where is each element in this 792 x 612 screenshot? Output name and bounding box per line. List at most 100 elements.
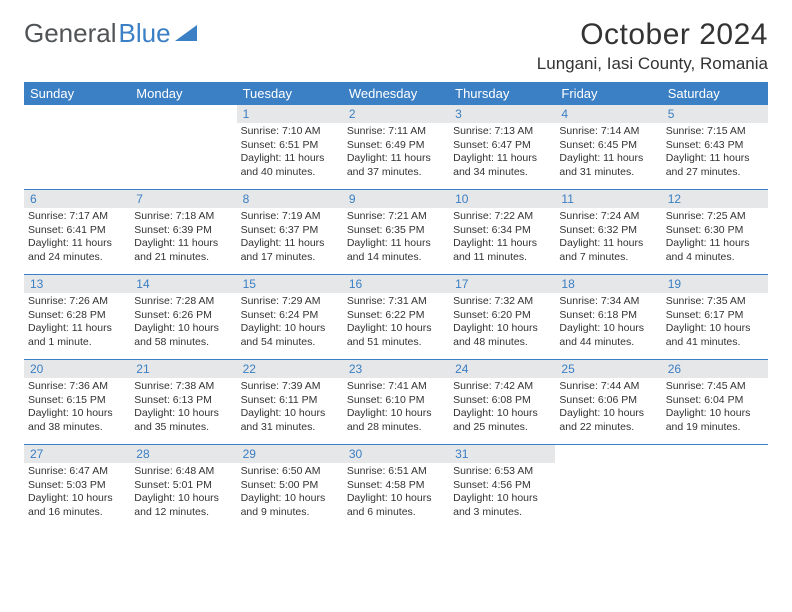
daylight-text: Daylight: 11 hours and 24 minutes. [28,237,126,264]
cell-date-number: 28 [130,445,236,463]
sunrise-text: Sunrise: 7:15 AM [666,125,764,139]
cell-body: Sunrise: 7:36 AMSunset: 6:15 PMDaylight:… [24,378,130,439]
calendar-cell: 21Sunrise: 7:38 AMSunset: 6:13 PMDayligh… [130,360,236,444]
cell-body: Sunrise: 6:51 AMSunset: 4:58 PMDaylight:… [343,463,449,524]
sunrise-text: Sunrise: 7:31 AM [347,295,445,309]
sunrise-text: Sunrise: 7:11 AM [347,125,445,139]
cell-body: Sunrise: 7:26 AMSunset: 6:28 PMDaylight:… [24,293,130,354]
cell-date-number: 1 [237,105,343,123]
cell-body: Sunrise: 7:14 AMSunset: 6:45 PMDaylight:… [555,123,661,184]
sunrise-text: Sunrise: 7:35 AM [666,295,764,309]
day-header-sat: Saturday [662,82,768,105]
sunset-text: Sunset: 6:15 PM [28,394,126,408]
cell-body: Sunrise: 7:21 AMSunset: 6:35 PMDaylight:… [343,208,449,269]
sunrise-text: Sunrise: 7:22 AM [453,210,551,224]
sunrise-text: Sunrise: 7:44 AM [559,380,657,394]
weeks-container: ..1Sunrise: 7:10 AMSunset: 6:51 PMDaylig… [24,105,768,529]
cell-body: Sunrise: 7:19 AMSunset: 6:37 PMDaylight:… [237,208,343,269]
calendar-cell: 5Sunrise: 7:15 AMSunset: 6:43 PMDaylight… [662,105,768,189]
sunset-text: Sunset: 6:28 PM [28,309,126,323]
cell-date-number: 4 [555,105,661,123]
calendar-cell: 20Sunrise: 7:36 AMSunset: 6:15 PMDayligh… [24,360,130,444]
day-header-sun: Sunday [24,82,130,105]
sunrise-text: Sunrise: 7:18 AM [134,210,232,224]
sunset-text: Sunset: 6:20 PM [453,309,551,323]
calendar-cell: 28Sunrise: 6:48 AMSunset: 5:01 PMDayligh… [130,445,236,529]
day-header-wed: Wednesday [343,82,449,105]
calendar-cell: . [24,105,130,189]
calendar-cell: . [662,445,768,529]
cell-date-number: 26 [662,360,768,378]
sunset-text: Sunset: 4:56 PM [453,479,551,493]
calendar: Sunday Monday Tuesday Wednesday Thursday… [24,82,768,529]
cell-body: Sunrise: 7:41 AMSunset: 6:10 PMDaylight:… [343,378,449,439]
cell-date-number: 30 [343,445,449,463]
sunset-text: Sunset: 6:47 PM [453,139,551,153]
cell-body: Sunrise: 7:13 AMSunset: 6:47 PMDaylight:… [449,123,555,184]
daylight-text: Daylight: 11 hours and 27 minutes. [666,152,764,179]
sunrise-text: Sunrise: 6:53 AM [453,465,551,479]
cell-date-number: 9 [343,190,449,208]
day-header-row: Sunday Monday Tuesday Wednesday Thursday… [24,82,768,105]
cell-date-number: 31 [449,445,555,463]
month-title: October 2024 [537,18,768,52]
sunset-text: Sunset: 4:58 PM [347,479,445,493]
sunrise-text: Sunrise: 7:25 AM [666,210,764,224]
daylight-text: Daylight: 11 hours and 11 minutes. [453,237,551,264]
calendar-cell: 30Sunrise: 6:51 AMSunset: 4:58 PMDayligh… [343,445,449,529]
calendar-cell: 31 Sunrise: 6:53 AMSunset: 4:56 PMDayligh… [449,445,555,529]
daylight-text: Daylight: 10 hours and 3 minutes. [453,492,551,519]
calendar-cell: . [130,105,236,189]
calendar-cell: 19Sunrise: 7:35 AMSunset: 6:17 PMDayligh… [662,275,768,359]
sunset-text: Sunset: 5:03 PM [28,479,126,493]
daylight-text: Daylight: 10 hours and 35 minutes. [134,407,232,434]
cell-body: Sunrise: 7:42 AMSunset: 6:08 PMDaylight:… [449,378,555,439]
week-row: ..1Sunrise: 7:10 AMSunset: 6:51 PMDaylig… [24,105,768,189]
calendar-cell: 16Sunrise: 7:31 AMSunset: 6:22 PMDayligh… [343,275,449,359]
cell-date-number: 23 [343,360,449,378]
sunset-text: Sunset: 6:51 PM [241,139,339,153]
sunset-text: Sunset: 6:30 PM [666,224,764,238]
daylight-text: Daylight: 10 hours and 31 minutes. [241,407,339,434]
sunset-text: Sunset: 6:49 PM [347,139,445,153]
sunrise-text: Sunrise: 7:17 AM [28,210,126,224]
cell-date-number: 10 [449,190,555,208]
sunrise-text: Sunrise: 7:13 AM [453,125,551,139]
daylight-text: Daylight: 11 hours and 34 minutes. [453,152,551,179]
calendar-page: GeneralBlue October 2024 Lungani, Iasi C… [0,0,792,529]
sunset-text: Sunset: 6:10 PM [347,394,445,408]
daylight-text: Daylight: 11 hours and 31 minutes. [559,152,657,179]
cell-date-number: 19 [662,275,768,293]
cell-date-number: 29 [237,445,343,463]
daylight-text: Daylight: 10 hours and 54 minutes. [241,322,339,349]
sunset-text: Sunset: 6:43 PM [666,139,764,153]
cell-date-number: 24 [449,360,555,378]
logo-triangle-icon [175,25,197,43]
sunrise-text: Sunrise: 7:36 AM [28,380,126,394]
calendar-cell: 14Sunrise: 7:28 AMSunset: 6:26 PMDayligh… [130,275,236,359]
daylight-text: Daylight: 10 hours and 16 minutes. [28,492,126,519]
week-row: 27Sunrise: 6:47 AMSunset: 5:03 PMDayligh… [24,444,768,529]
sunrise-text: Sunrise: 7:45 AM [666,380,764,394]
sunrise-text: Sunrise: 7:38 AM [134,380,232,394]
calendar-cell: 1Sunrise: 7:10 AMSunset: 6:51 PMDaylight… [237,105,343,189]
sunrise-text: Sunrise: 7:42 AM [453,380,551,394]
calendar-cell: 15Sunrise: 7:29 AMSunset: 6:24 PMDayligh… [237,275,343,359]
cell-date-number: 12 [662,190,768,208]
cell-body: Sunrise: 7:11 AMSunset: 6:49 PMDaylight:… [343,123,449,184]
day-header-fri: Friday [555,82,661,105]
cell-body: Sunrise: 7:44 AMSunset: 6:06 PMDaylight:… [555,378,661,439]
location: Lungani, Iasi County, Romania [537,54,768,74]
cell-date-number: 3 [449,105,555,123]
daylight-text: Daylight: 10 hours and 58 minutes. [134,322,232,349]
sunset-text: Sunset: 6:32 PM [559,224,657,238]
calendar-cell: 3Sunrise: 7:13 AMSunset: 6:47 PMDaylight… [449,105,555,189]
cell-body: Sunrise: 7:24 AMSunset: 6:32 PMDaylight:… [555,208,661,269]
daylight-text: Daylight: 11 hours and 1 minute. [28,322,126,349]
daylight-text: Daylight: 11 hours and 37 minutes. [347,152,445,179]
cell-body: Sunrise: 7:29 AMSunset: 6:24 PMDaylight:… [237,293,343,354]
header: GeneralBlue October 2024 Lungani, Iasi C… [24,18,768,74]
cell-body: Sunrise: 7:39 AMSunset: 6:11 PMDaylight:… [237,378,343,439]
daylight-text: Daylight: 10 hours and 25 minutes. [453,407,551,434]
calendar-cell: 17Sunrise: 7:32 AMSunset: 6:20 PMDayligh… [449,275,555,359]
